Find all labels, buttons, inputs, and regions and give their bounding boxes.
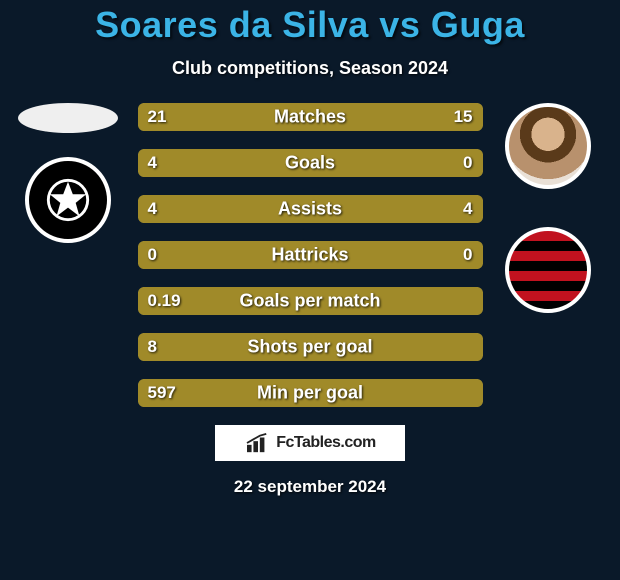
left-image-column — [18, 103, 118, 243]
stat-value-left: 8 — [148, 337, 157, 357]
stat-row: Goals 4 0 — [138, 149, 483, 177]
stat-row: Shots per goal 8 — [138, 333, 483, 361]
bar-fill-left — [138, 149, 407, 177]
stat-value-right: 0 — [463, 153, 472, 173]
guga-player-photo — [505, 103, 591, 189]
right-image-column — [498, 103, 598, 313]
bar-fill-right — [469, 287, 483, 315]
bar-fill-right — [469, 379, 483, 407]
stat-label: Min per goal — [257, 383, 363, 404]
stat-label: Hattricks — [271, 245, 348, 266]
stat-value-left: 597 — [148, 383, 176, 403]
flamengo-crest — [505, 227, 591, 313]
stat-label: Matches — [274, 107, 346, 128]
botafogo-crest — [25, 157, 111, 243]
fctables-logo-icon — [244, 432, 272, 454]
comparison-area: Matches2115Goals40Assists44Hattricks00Go… — [0, 103, 620, 407]
star-icon — [44, 176, 92, 224]
stat-row: Goals per match 0.19 — [138, 287, 483, 315]
stat-row: Hattricks 0 0 — [138, 241, 483, 269]
player-placeholder-left — [18, 103, 118, 133]
subtitle: Club competitions, Season 2024 — [0, 58, 620, 79]
stat-value-right: 4 — [463, 199, 472, 219]
watermark-text: FcTables.com — [276, 434, 376, 452]
stat-row: Min per goal 597 — [138, 379, 483, 407]
stat-value-right: 15 — [454, 107, 473, 127]
page-title: Soares da Silva vs Guga — [0, 0, 620, 46]
stat-row: Matches 21 15 — [138, 103, 483, 131]
watermark-badge: FcTables.com — [215, 425, 405, 461]
stat-label: Assists — [278, 199, 342, 220]
stat-value-left: 0 — [148, 245, 157, 265]
stat-label: Shots per goal — [247, 337, 372, 358]
stat-value-right: 0 — [463, 245, 472, 265]
stat-value-left: 0.19 — [148, 291, 181, 311]
stat-value-left: 4 — [148, 199, 157, 219]
stat-label: Goals — [285, 153, 335, 174]
bar-fill-right — [469, 333, 483, 361]
stat-value-left: 21 — [148, 107, 167, 127]
stat-bars: Matches2115Goals40Assists44Hattricks00Go… — [138, 103, 483, 407]
stat-value-left: 4 — [148, 153, 157, 173]
date-text: 22 september 2024 — [0, 477, 620, 497]
stat-row: Assists 4 4 — [138, 195, 483, 223]
stat-label: Goals per match — [239, 291, 380, 312]
